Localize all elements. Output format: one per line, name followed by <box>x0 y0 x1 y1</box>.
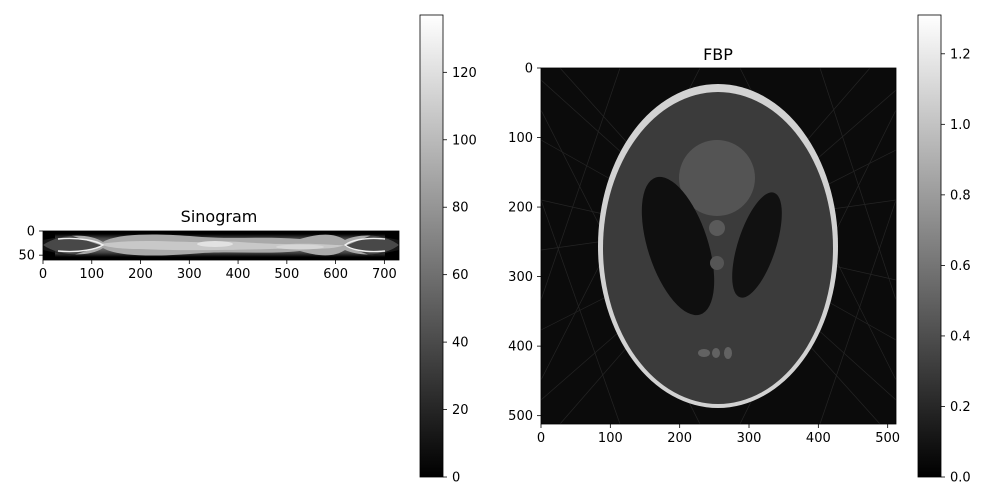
sinogram-colorbar-tick-label: 80 <box>452 201 469 216</box>
sinogram-x-tick-label: 200 <box>128 267 153 282</box>
fbp-axes-frame <box>540 67 897 425</box>
fbp-colorbar-tick-label: 0.6 <box>950 259 971 274</box>
fbp-upper-region <box>679 140 755 216</box>
sinogram-x-tick-label: 600 <box>323 267 348 282</box>
fbp-left-ventricle <box>641 176 715 316</box>
fbp-colorbar-tick-label: 0.0 <box>950 471 971 486</box>
fbp-colorbar-tick-label: 0.4 <box>950 329 971 344</box>
sinogram-axes-frame <box>42 230 400 261</box>
fbp-small-feature-3 <box>698 349 710 357</box>
sinogram-x-tick-label: 400 <box>226 267 251 282</box>
fbp-colorbar-frame <box>917 14 942 478</box>
sinogram-colorbar-tick-label: 20 <box>452 403 469 418</box>
sinogram-colorbar-tick-label: 60 <box>452 268 469 283</box>
sinogram-colorbar-gradient <box>420 15 443 477</box>
fbp-image <box>541 68 896 424</box>
fbp-colorbar: 0.0 0.2 0.4 0.6 0.8 1.0 1.2 <box>917 14 971 486</box>
sinogram-x-tick-label: 100 <box>79 267 104 282</box>
fbp-colorbar-gradient <box>918 15 941 477</box>
sinogram-y-axis: 0 50 <box>18 225 43 264</box>
sinogram-colorbar-tick-label: 40 <box>452 336 469 351</box>
sinogram-colorbar-axis: 0 20 40 60 80 100 120 <box>443 66 477 486</box>
fbp-x-tick-label: 0 <box>537 431 545 446</box>
sinogram-y-tick-label: 50 <box>18 249 35 264</box>
fbp-x-tick-label: 200 <box>667 431 692 446</box>
sinogram-panel: Sinogram 0 100 200 300 400 500 600 700 0 50 <box>18 207 400 282</box>
fbp-title: FBP <box>703 45 733 64</box>
fbp-x-tick-label: 300 <box>737 431 762 446</box>
fbp-y-tick-label: 400 <box>508 340 533 355</box>
sinogram-x-tick-label: 500 <box>274 267 299 282</box>
fbp-y-tick-label: 300 <box>508 270 533 285</box>
fbp-y-tick-label: 0 <box>525 62 533 77</box>
sinogram-y-tick-label: 0 <box>27 225 35 240</box>
fbp-colorbar-tick-label: 1.0 <box>950 118 971 133</box>
sinogram-image <box>43 231 399 260</box>
fbp-colorbar-tick-label: 0.8 <box>950 188 971 203</box>
fbp-x-axis: 0 100 200 300 400 500 <box>537 424 900 446</box>
sinogram-x-tick-label: 300 <box>177 267 202 282</box>
sinogram-colorbar-tick-label: 120 <box>452 66 477 81</box>
fbp-panel: FBP <box>508 45 900 446</box>
fbp-y-tick-label: 200 <box>508 201 533 216</box>
fbp-colorbar-tick-label: 0.2 <box>950 400 971 415</box>
fbp-x-tick-label: 400 <box>806 431 831 446</box>
fbp-y-axis: 0 100 200 300 400 500 <box>508 62 541 424</box>
fbp-colorbar-axis: 0.0 0.2 0.4 0.6 0.8 1.0 1.2 <box>941 47 971 486</box>
sinogram-x-tick-label: 0 <box>39 267 47 282</box>
sinogram-colorbar: 0 20 40 60 80 100 120 <box>419 14 477 486</box>
sinogram-colorbar-frame <box>419 14 444 478</box>
sinogram-colorbar-tick-label: 100 <box>452 133 477 148</box>
sinogram-colorbar-tick-label: 0 <box>452 471 460 486</box>
fbp-y-tick-label: 500 <box>508 409 533 424</box>
fbp-right-ventricle <box>732 192 782 298</box>
fbp-small-feature-1 <box>709 220 725 236</box>
sinogram-x-tick-label: 700 <box>372 267 397 282</box>
fbp-x-tick-label: 100 <box>598 431 623 446</box>
fbp-x-tick-label: 500 <box>875 431 900 446</box>
sinogram-title: Sinogram <box>181 207 258 226</box>
fbp-colorbar-tick-label: 1.2 <box>950 47 971 62</box>
fbp-y-tick-label: 100 <box>508 131 533 146</box>
fbp-small-feature-4 <box>712 348 720 358</box>
sinogram-x-axis: 0 100 200 300 400 500 600 700 <box>39 260 397 282</box>
fbp-small-feature-5 <box>724 347 732 359</box>
fbp-small-feature-2 <box>710 256 724 270</box>
fbp-brain <box>603 92 833 404</box>
